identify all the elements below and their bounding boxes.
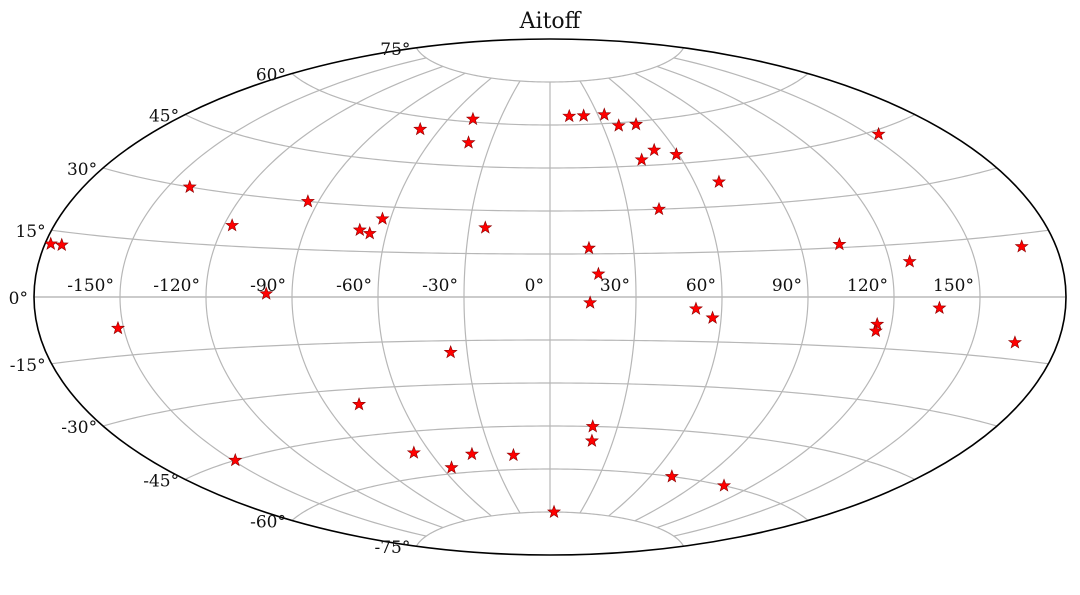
- latitude-tick-label: 45°: [149, 107, 179, 127]
- data-point-star: [547, 504, 562, 518]
- data-point-star: [581, 240, 596, 255]
- parallel-line: [415, 47, 685, 83]
- data-point-star: [711, 174, 726, 188]
- data-point-star: [352, 397, 367, 411]
- data-point-star: [705, 310, 720, 324]
- data-point-star: [1007, 335, 1022, 349]
- meridian-line: [205, 65, 444, 529]
- data-point-star: [413, 121, 428, 136]
- longitude-tick-label: 150°: [933, 276, 974, 296]
- longitude-tick-label: -120°: [153, 276, 200, 296]
- data-point-star: [443, 344, 458, 359]
- meridian-line: [608, 77, 723, 517]
- data-point-star: [352, 222, 367, 236]
- data-point-star: [576, 108, 591, 122]
- longitude-tick-label: -60°: [336, 276, 372, 296]
- data-point-star: [406, 445, 421, 459]
- longitude-tick-label: -30°: [422, 276, 458, 296]
- data-point-star: [932, 300, 947, 314]
- data-point-star: [461, 135, 476, 149]
- data-point-star: [478, 220, 493, 234]
- data-points: [43, 107, 1029, 518]
- meridian-line: [377, 77, 492, 517]
- meridian-line: [634, 72, 809, 522]
- data-point-star: [506, 447, 521, 462]
- map-boundary: [33, 38, 1067, 556]
- data-point-star: [611, 118, 626, 132]
- latitude-tick-label: -30°: [61, 418, 97, 438]
- data-point-star: [584, 433, 599, 447]
- data-point-star: [870, 316, 885, 331]
- data-point-star: [259, 286, 274, 300]
- meridian-line: [119, 57, 427, 537]
- data-point-star: [664, 469, 679, 483]
- data-point-star: [444, 460, 459, 474]
- data-point-star: [585, 419, 600, 433]
- latitude-tick-labels: -75° -60° -45° -30° -15° 0° 15° 30° 45° 60° 75°: [9, 40, 411, 558]
- data-point-star: [54, 237, 69, 252]
- meridian-line: [291, 72, 466, 522]
- data-point-star: [465, 111, 480, 126]
- chart-title: Aitoff: [519, 9, 582, 34]
- meridian-line: [579, 80, 637, 514]
- longitude-tick-label: -90°: [250, 276, 286, 296]
- latitude-tick-label: 0°: [9, 289, 28, 309]
- data-point-star: [1014, 239, 1029, 253]
- longitude-tick-labels: -150° -120° -90° -60° -30° 0° 30° 60° 90° 120° 150…: [67, 276, 974, 296]
- graticule: [34, 47, 1066, 547]
- latitude-tick-label: -45°: [143, 471, 179, 491]
- data-point-star: [688, 301, 703, 315]
- longitude-tick-label: 30°: [600, 276, 630, 296]
- data-point-star: [300, 194, 315, 208]
- data-point-star: [362, 226, 377, 240]
- longitude-tick-label: 0°: [525, 276, 544, 296]
- data-point-star: [647, 142, 662, 157]
- data-point-star: [902, 254, 917, 268]
- data-point-star: [868, 323, 883, 338]
- data-point-star: [591, 266, 606, 280]
- data-point-star: [562, 108, 577, 123]
- longitude-tick-label: 120°: [847, 276, 888, 296]
- data-point-star: [832, 236, 847, 251]
- latitude-tick-label: 60°: [256, 66, 286, 86]
- data-point-star: [110, 320, 125, 335]
- data-point-star: [583, 295, 598, 309]
- meridian-line: [656, 65, 895, 529]
- data-point-star: [717, 478, 732, 492]
- meridian-line: [673, 57, 981, 537]
- data-point-star: [464, 446, 479, 461]
- longitude-tick-label: -150°: [67, 276, 114, 296]
- meridian-line: [463, 80, 521, 514]
- data-point-star: [669, 147, 684, 161]
- latitude-tick-label: -75°: [375, 538, 411, 558]
- data-point-star: [651, 201, 667, 216]
- latitude-tick-label: 15°: [15, 222, 45, 242]
- latitude-tick-label: -60°: [250, 512, 286, 532]
- data-point-star: [629, 117, 644, 131]
- data-point-star: [634, 152, 649, 166]
- data-point-star: [182, 179, 197, 193]
- data-point-star: [871, 126, 886, 141]
- latitude-tick-label: 30°: [67, 160, 97, 180]
- data-point-star: [228, 452, 243, 467]
- data-point-star: [375, 211, 390, 225]
- longitude-tick-label: 90°: [772, 276, 802, 296]
- latitude-tick-label: -15°: [10, 356, 46, 376]
- data-point-star: [597, 107, 612, 121]
- data-point-star: [225, 218, 240, 232]
- longitude-tick-label: 60°: [686, 276, 716, 296]
- latitude-tick-label: 75°: [380, 40, 410, 60]
- data-point-star: [43, 236, 58, 250]
